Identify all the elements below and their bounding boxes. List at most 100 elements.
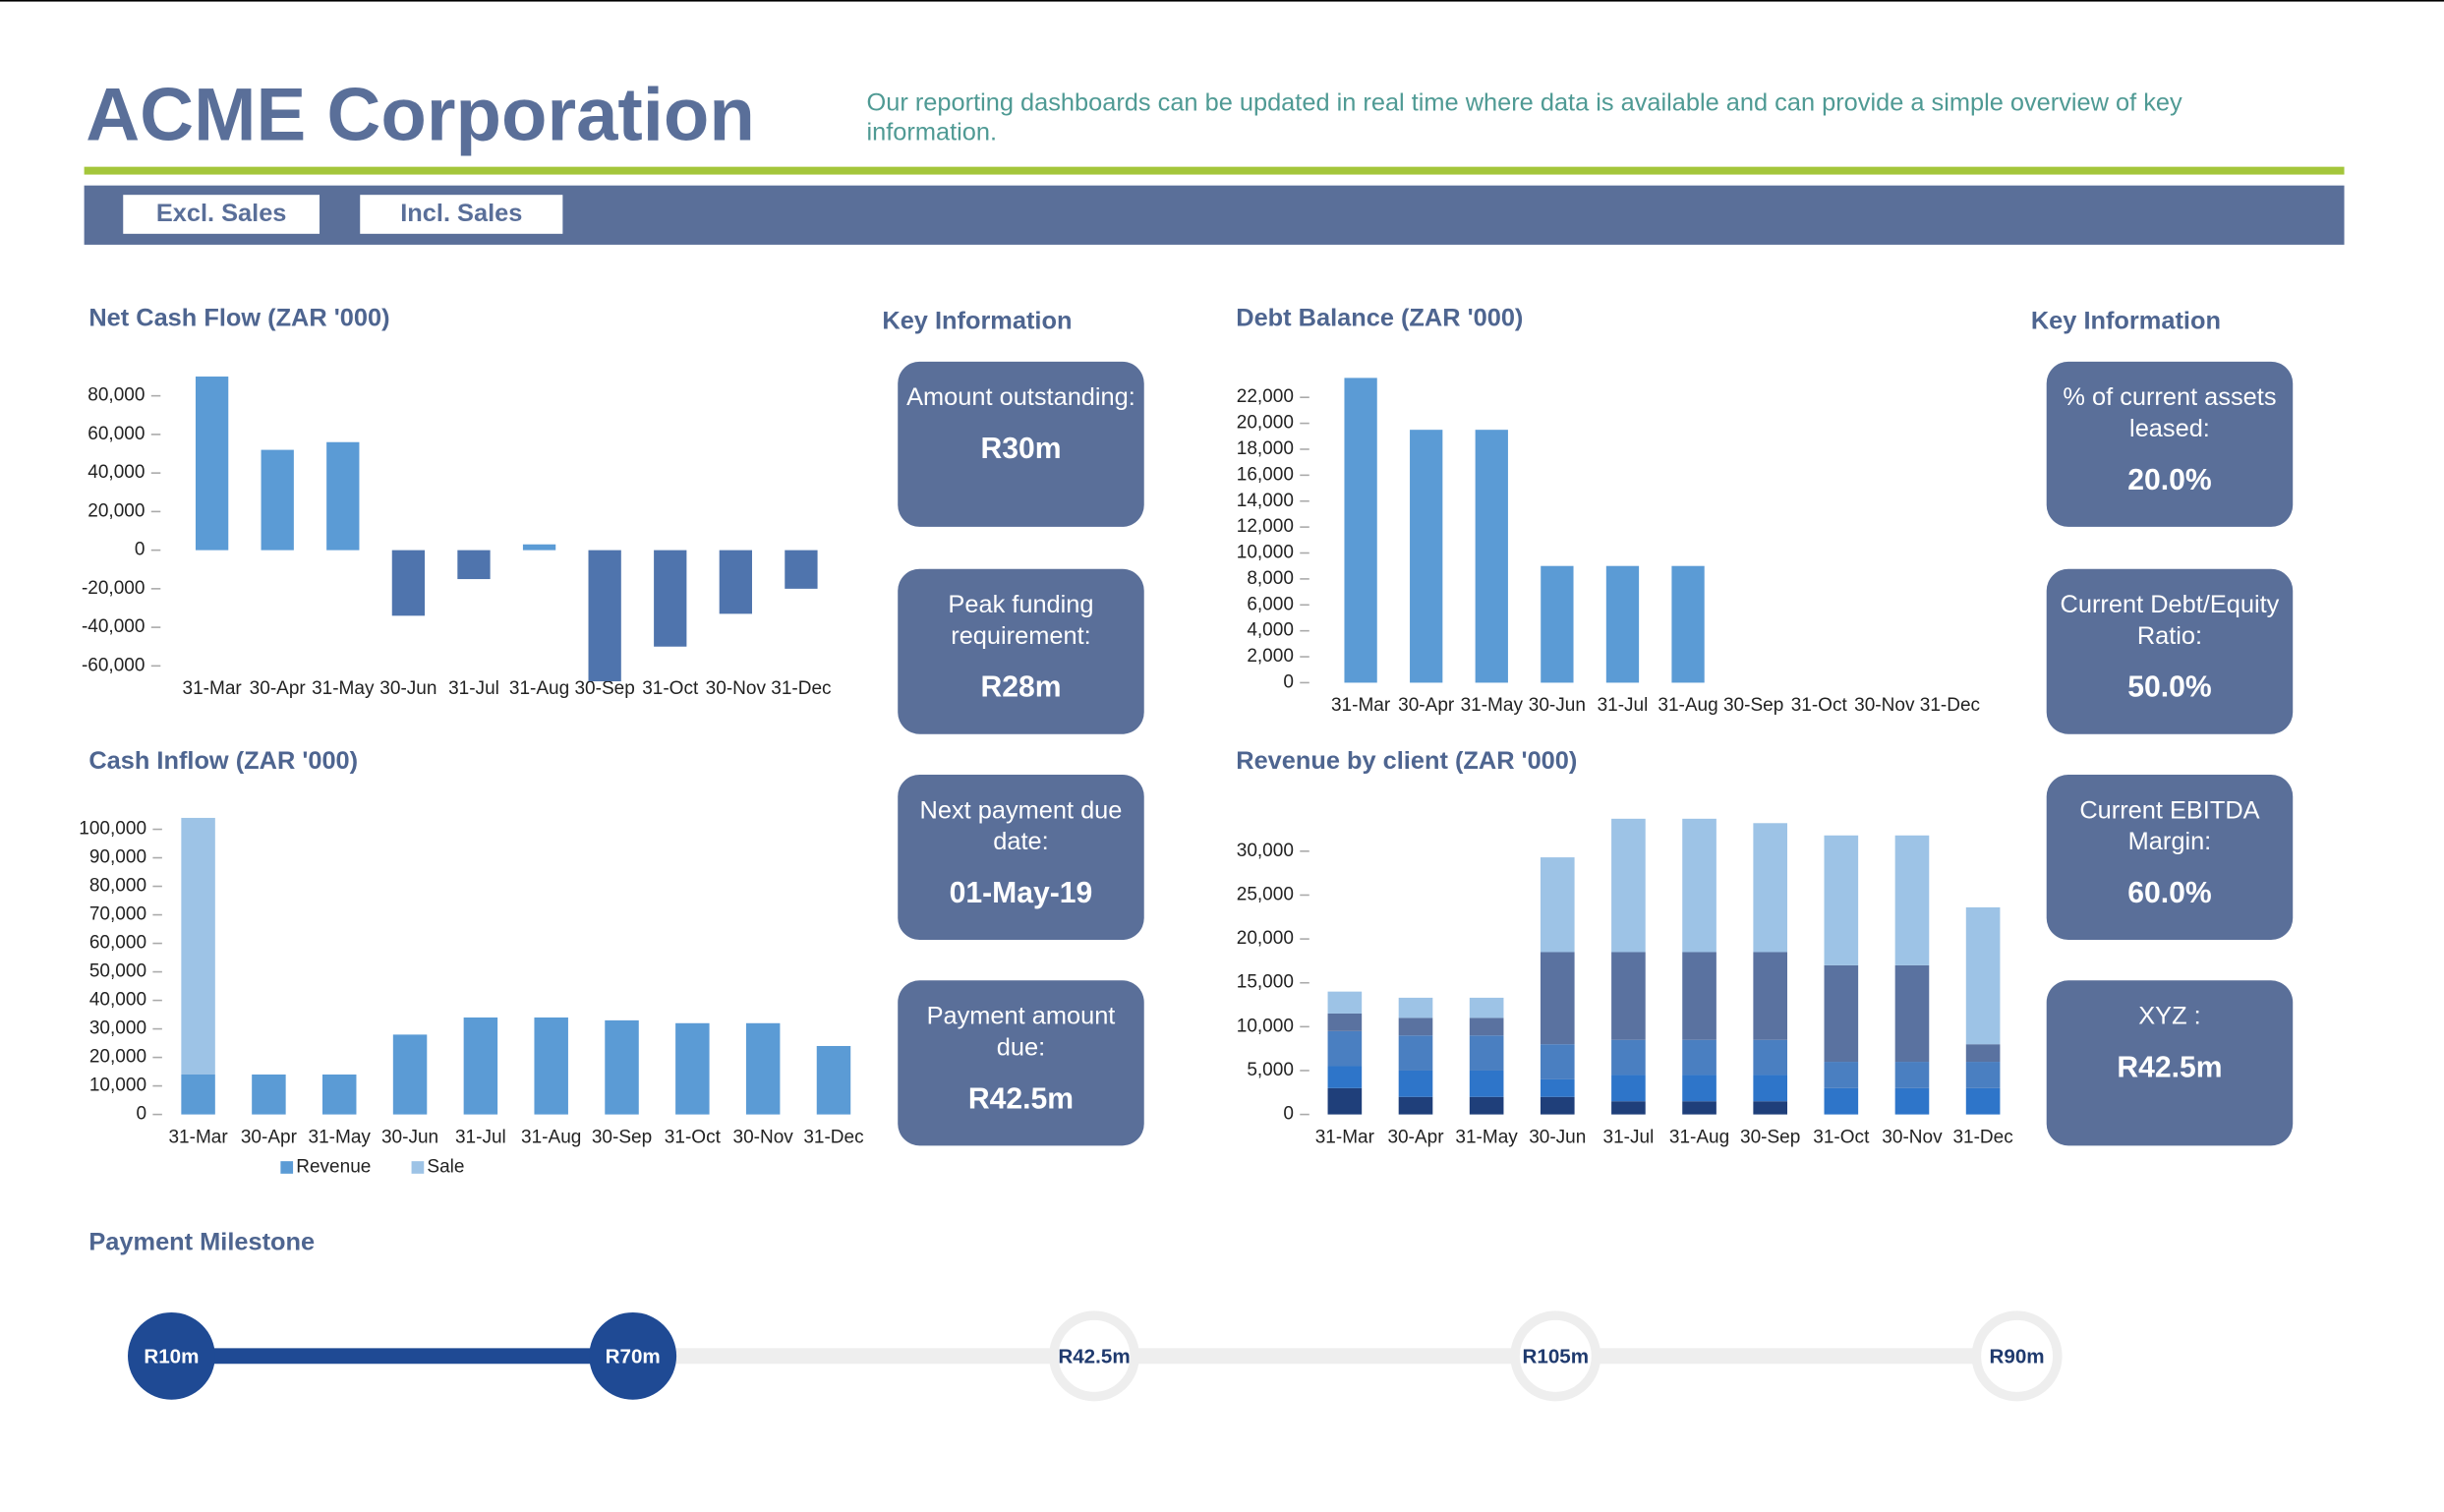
x-tick-label: 30-Nov [1882, 1127, 1943, 1147]
button[interactable]: Excl. Sales [123, 195, 320, 234]
card-value: 20.0% [2127, 464, 2212, 497]
y-tick-label: 25,000 [1237, 885, 1294, 905]
x-tick-label: 30-Apr [1398, 695, 1455, 716]
x-tick-label: 30-Jun [1529, 1127, 1586, 1147]
bar [195, 377, 229, 551]
bar [785, 550, 818, 589]
bar-segment [1611, 818, 1646, 953]
y-tick-label: 20,000 [1237, 928, 1294, 949]
y-tick-label: 0 [1283, 1104, 1294, 1125]
y-tick-label: 80,000 [89, 876, 146, 897]
card-value: R30m [980, 433, 1062, 467]
bar [261, 449, 294, 551]
bar-segment [1398, 1096, 1433, 1115]
y-tick-label: 20,000 [87, 500, 145, 521]
bar-segment [1894, 964, 1930, 1063]
y-tick-label: 80,000 [87, 385, 145, 406]
x-tick-label: 31-May [1461, 695, 1524, 716]
card-label: Next payment due date: [919, 797, 1123, 856]
y-tick-label: -20,000 [82, 578, 145, 599]
y-tick-label: -40,000 [82, 616, 145, 637]
x-tick-label: 31-May [1455, 1127, 1518, 1147]
milestone-label: R10m [144, 1345, 199, 1367]
y-tick-label: 14,000 [1237, 491, 1294, 511]
card-value: 01-May-19 [949, 877, 1093, 910]
section-title: Payment Milestone [88, 1229, 316, 1256]
x-tick-label: 31-Aug [1669, 1127, 1729, 1147]
bar-segment [1398, 1018, 1433, 1036]
milestone-marker [128, 1311, 215, 1400]
button[interactable]: Incl. Sales [360, 195, 563, 234]
y-tick-label: 70,000 [89, 904, 146, 925]
milestone-label: R90m [1990, 1345, 2045, 1367]
card-value: 50.0% [2127, 671, 2212, 705]
bar [1605, 565, 1640, 683]
bar [719, 550, 752, 614]
section-title: Key Information [882, 308, 1073, 335]
x-tick-label: 30-Apr [241, 1127, 298, 1147]
bar-segment [1327, 1013, 1363, 1031]
milestone-label: R70m [606, 1345, 661, 1367]
bar-segment [745, 1022, 781, 1115]
y-tick-label: 16,000 [1237, 464, 1294, 485]
y-tick-label: 5,000 [1247, 1060, 1294, 1080]
bar-segment [1611, 1075, 1646, 1102]
bar-segment [816, 1045, 851, 1115]
info-card: Payment amount due: R42.5m [898, 980, 1144, 1146]
card-label: XYZ : [2138, 1004, 2201, 1030]
x-tick-label: 30-Jun [381, 1127, 438, 1147]
y-tick-label: 0 [1283, 671, 1294, 692]
x-tick-label: 30-Sep [592, 1127, 652, 1147]
header-rule [84, 166, 2345, 175]
x-tick-label: 31-Mar [183, 678, 243, 699]
info-card: % of current assets leased: 20.0% [2046, 361, 2294, 527]
bar-segment [463, 1017, 498, 1115]
bar-segment [675, 1022, 710, 1115]
bar [588, 550, 621, 682]
bar-segment [1611, 1101, 1646, 1115]
bar-segment [1753, 1039, 1787, 1076]
legend-swatch [411, 1161, 425, 1174]
x-tick-label: 31-Jul [1603, 1127, 1655, 1147]
info-card: Current Debt/Equity Ratio: 50.0% [2046, 568, 2294, 734]
y-tick-label: 100,000 [79, 819, 146, 840]
bar-segment [1327, 1066, 1363, 1088]
bar-segment [1398, 997, 1433, 1018]
bar-segment [1965, 1044, 2001, 1063]
bar-segment [1965, 1062, 2001, 1088]
y-tick-label: 0 [136, 1104, 146, 1125]
milestone-marker [1510, 1310, 1601, 1402]
bar-segment [1611, 952, 1646, 1040]
x-tick-label: 31-Dec [1920, 695, 1980, 716]
y-tick-label: 60,000 [87, 424, 145, 444]
bar-segment [1894, 1087, 1930, 1115]
bar [1541, 565, 1574, 683]
x-tick-label: 31-Aug [1658, 695, 1717, 716]
x-tick-label: 30-Nov [1854, 695, 1915, 716]
y-tick-label: 50,000 [89, 961, 146, 982]
bar-segment [1965, 906, 2001, 1045]
bar [326, 441, 360, 551]
milestone-label: R42.5m [1058, 1345, 1130, 1367]
y-tick-label: 6,000 [1247, 594, 1294, 614]
bar-segment [1469, 1070, 1504, 1097]
card-label: Current Debt/Equity Ratio: [2060, 592, 2280, 651]
bar-segment [1540, 952, 1575, 1045]
bar-segment [1682, 818, 1717, 953]
chart-title: Cash Inflow (ZAR '000) [88, 747, 358, 775]
bar-segment [1540, 1044, 1575, 1079]
bar [1344, 378, 1377, 683]
x-tick-label: 31-May [312, 678, 375, 699]
milestone-label: R105m [1522, 1345, 1589, 1367]
y-tick-label: 2,000 [1247, 646, 1294, 667]
x-tick-label: 31-Aug [521, 1127, 581, 1147]
bar-segment [1611, 1039, 1646, 1076]
x-tick-label: 30-Sep [1723, 695, 1783, 716]
x-tick-label: 30-Jun [1529, 695, 1586, 716]
bar-segment [1469, 1018, 1504, 1036]
bar-segment [1894, 1062, 1930, 1088]
y-tick-label: 4,000 [1247, 620, 1294, 641]
x-tick-label: 30-Nov [706, 678, 767, 699]
x-tick-label: 31-Jul [455, 1127, 506, 1147]
card-value: R42.5m [2117, 1052, 2223, 1085]
